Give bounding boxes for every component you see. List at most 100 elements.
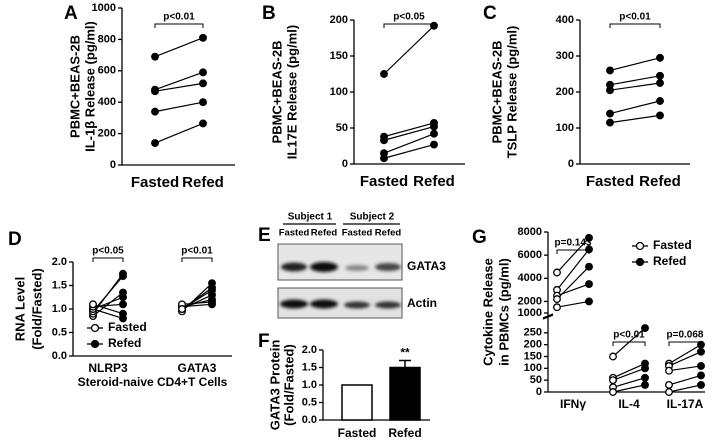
x-axis-label: Steroid-naive CD4+T Cells <box>78 375 228 389</box>
pair-line <box>92 296 124 310</box>
point <box>665 388 673 396</box>
y-axis-label: (Fold/Fasted) <box>281 344 296 426</box>
point <box>119 272 127 281</box>
pair-line <box>609 100 661 115</box>
pair-line <box>609 75 661 86</box>
legend-marker <box>635 241 645 251</box>
bracket <box>383 23 435 28</box>
y-tick-label: 1.5 <box>52 279 67 291</box>
point <box>606 118 614 127</box>
y-tick-label: 200 <box>556 86 574 98</box>
pair-line <box>556 248 590 291</box>
pair-line <box>556 237 590 273</box>
error-bar <box>399 359 411 368</box>
y-axis-label: (Fold/Fasted) <box>29 268 44 350</box>
pair-line <box>609 82 661 91</box>
point <box>606 86 614 95</box>
point <box>430 140 438 149</box>
y-tick-label: 400 <box>556 14 574 26</box>
y-tick-label: 100 <box>330 86 348 98</box>
point <box>151 52 159 61</box>
pair-line <box>612 367 646 381</box>
point <box>585 233 593 242</box>
axis-break <box>542 313 554 319</box>
point <box>585 262 593 271</box>
point <box>656 71 664 80</box>
band-label: Actin <box>407 296 437 310</box>
pair-line <box>154 71 204 91</box>
point <box>641 380 649 389</box>
bracket <box>154 23 204 28</box>
pair-line <box>92 303 124 315</box>
pair-line <box>383 125 435 141</box>
legend-marker <box>90 323 100 333</box>
y-axis-label: PBMC+BEAS-2B <box>489 41 504 144</box>
pair-line <box>668 384 702 393</box>
point <box>119 300 127 309</box>
y-tick-label: 1.5 <box>302 361 317 373</box>
y-axis-label: RNA Level <box>12 277 27 342</box>
y-tick-label: 1000 <box>518 307 542 319</box>
point <box>199 79 207 88</box>
point <box>606 66 614 75</box>
annotation: p<0.01 <box>613 330 645 341</box>
y-tick-label: 2000 <box>518 295 542 307</box>
y-tick-label: 200 <box>98 128 116 140</box>
y-tick-label: 4000 <box>518 272 542 284</box>
point <box>553 268 561 277</box>
band <box>375 263 401 271</box>
point <box>697 347 705 356</box>
y-tick-label: 0 <box>536 386 542 398</box>
subject-label: Subject 2 <box>350 212 395 223</box>
x-tick-label: Refed <box>639 173 681 190</box>
y-axis-label: PBMC+BEAS-2B <box>269 41 284 144</box>
x-tick-label: IL-4 <box>618 397 640 411</box>
legend-marker <box>635 257 645 267</box>
pair-line <box>668 374 702 386</box>
lane-label: Fasted <box>279 228 310 239</box>
legend-label: Refed <box>653 254 686 268</box>
band <box>375 301 401 309</box>
x-tick-label: IFNγ <box>560 397 586 411</box>
bands <box>280 262 401 309</box>
y-tick-label: 2.0 <box>302 344 317 356</box>
legend-marker <box>90 339 100 349</box>
point <box>656 111 664 120</box>
y-tick-label: 200 <box>524 339 542 351</box>
y-tick-label: 400 <box>98 96 116 108</box>
y-tick-label: 300 <box>556 50 574 62</box>
annotation: p<0.01 <box>619 12 651 23</box>
point <box>119 293 127 302</box>
y-tick-label: 0.0 <box>52 350 67 362</box>
y-tick-label: 100 <box>524 362 542 374</box>
point <box>199 98 207 107</box>
pair-line <box>668 365 702 372</box>
lane-label: Refed <box>311 228 338 239</box>
x-tick-label: Fasted <box>360 173 408 190</box>
panel-letter: D <box>8 229 22 250</box>
panel-letter: G <box>472 227 487 248</box>
y-tick-label: 8000 <box>518 226 542 238</box>
point <box>380 154 388 163</box>
legend-label: Refed <box>108 336 141 350</box>
panel-letter: F <box>258 331 270 352</box>
band-label: GATA3 <box>407 259 446 273</box>
y-axis-label: TSLP Release (pg/ml) <box>504 26 519 159</box>
y-tick-label: 6000 <box>518 249 542 261</box>
bracket <box>612 341 646 346</box>
pair-line <box>612 384 646 393</box>
pair-line <box>612 363 646 379</box>
point <box>151 107 159 116</box>
x-tick-label: Refed <box>388 426 421 440</box>
y-tick-label: 0 <box>342 158 348 170</box>
point <box>697 362 705 370</box>
x-tick-label: Fasted <box>586 173 634 190</box>
point <box>208 298 216 306</box>
pair-line <box>154 37 204 58</box>
y-tick-label: 0.5 <box>52 326 67 338</box>
point <box>641 324 649 333</box>
x-tick-label: NLRP3 <box>88 361 128 375</box>
point <box>609 352 617 361</box>
pair-line <box>181 289 213 310</box>
pair-line <box>154 82 204 92</box>
